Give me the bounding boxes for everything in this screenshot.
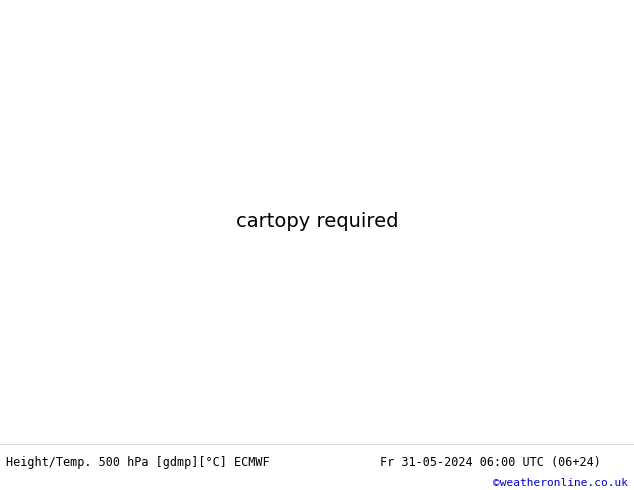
Text: ©weatheronline.co.uk: ©weatheronline.co.uk	[493, 478, 628, 488]
Text: Fr 31-05-2024 06:00 UTC (06+24): Fr 31-05-2024 06:00 UTC (06+24)	[380, 456, 601, 468]
Text: cartopy required: cartopy required	[236, 212, 398, 231]
Text: Height/Temp. 500 hPa [gdmp][°C] ECMWF: Height/Temp. 500 hPa [gdmp][°C] ECMWF	[6, 456, 270, 468]
